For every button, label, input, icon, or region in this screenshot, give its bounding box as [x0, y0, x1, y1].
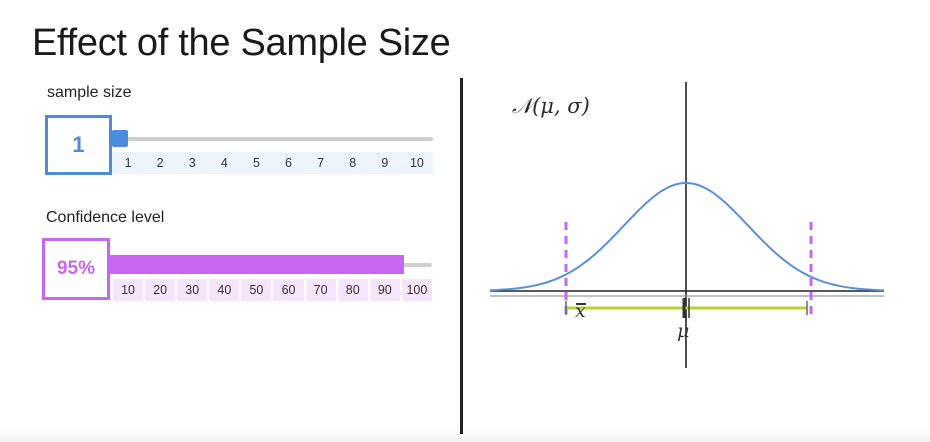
tick-label: 10 — [113, 279, 144, 301]
tick-label: 10 — [409, 156, 424, 170]
sample-size-value-box[interactable]: 1 — [45, 115, 112, 175]
tick-label: 3 — [188, 156, 196, 170]
tick-label: 5 — [252, 156, 260, 170]
confidence-value: 95% — [56, 258, 96, 279]
tick-label: 70 — [305, 279, 336, 301]
sample-mean-label: x — [575, 300, 586, 322]
tick-label: 7 — [317, 156, 325, 170]
tick-label: 40 — [209, 279, 240, 301]
tick-label: 1 — [124, 156, 132, 170]
bell-curve — [489, 181, 885, 292]
distribution-formula: 𝒩(μ, σ) — [512, 94, 590, 118]
tick-label: 60 — [273, 279, 304, 301]
vertical-divider — [460, 78, 463, 434]
sample-size-label: sample size — [47, 84, 132, 101]
tick-label: 20 — [145, 279, 176, 301]
confidence-level-label: Confidence level — [46, 209, 165, 226]
tick-label: 80 — [337, 279, 368, 301]
confidence-fill[interactable] — [108, 255, 404, 274]
tick-label: 6 — [285, 156, 292, 170]
tick-label: 90 — [369, 279, 400, 301]
tick-label: 9 — [381, 156, 389, 170]
sample-size-track[interactable] — [112, 137, 433, 141]
confidence-value-box[interactable]: 95% — [42, 238, 110, 300]
normal-distribution-plot — [489, 82, 885, 368]
confidence-tick-labels: 10 20 30 40 50 60 70 80 90 100 — [112, 279, 433, 301]
tick-label: 8 — [349, 156, 357, 170]
page-title: Effect of the Sample Size — [32, 22, 451, 64]
tick-label: 2 — [156, 156, 164, 170]
tick-label: 100 — [401, 279, 432, 301]
tick-label: 50 — [241, 279, 272, 301]
bottom-edge-shadow — [0, 428, 930, 442]
sample-size-handle[interactable] — [112, 130, 128, 147]
tick-label: 4 — [220, 156, 228, 170]
sample-size-value: 1 — [72, 132, 85, 157]
tick-label: 30 — [177, 279, 208, 301]
mu-label: μ — [677, 320, 690, 342]
sample-size-tick-labels: 1 2 3 4 5 6 7 8 9 10 — [112, 152, 433, 174]
